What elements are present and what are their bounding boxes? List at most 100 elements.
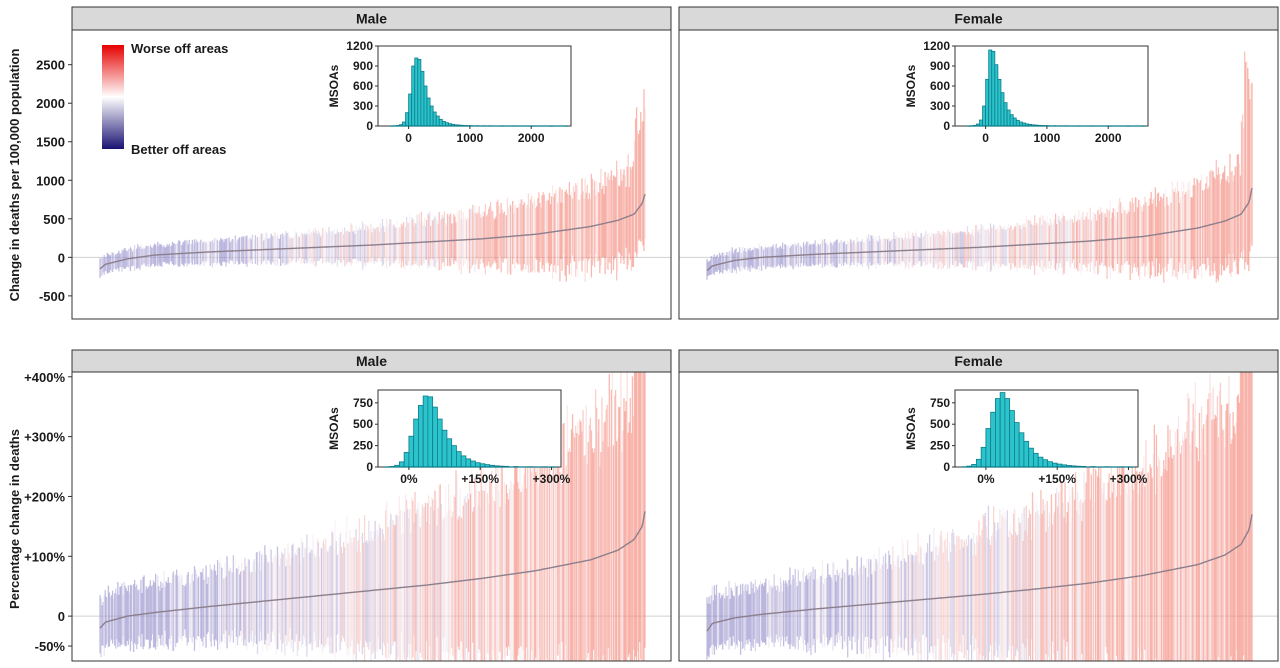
legend-colorbar bbox=[102, 45, 124, 149]
inset-y-tick-label: 0 bbox=[366, 460, 373, 474]
histogram-bar bbox=[451, 445, 457, 468]
facet-strip-label: Female bbox=[954, 11, 1002, 27]
inset-y-tick-label: 900 bbox=[353, 59, 373, 73]
histogram-bar bbox=[441, 429, 448, 468]
histogram-bar bbox=[985, 78, 990, 127]
histogram-bar bbox=[1004, 398, 1011, 468]
inset-x-tick-label: +150% bbox=[461, 472, 499, 486]
histogram-bar bbox=[1023, 440, 1030, 468]
histogram-bar bbox=[1006, 109, 1011, 127]
inset-x-tick-label: 2000 bbox=[518, 131, 545, 145]
histogram-bar bbox=[414, 57, 419, 127]
y-tick-label: 2500 bbox=[36, 58, 65, 73]
inset-y-tick-label: 900 bbox=[930, 59, 950, 73]
histogram-bar bbox=[417, 58, 422, 127]
estimate-line bbox=[99, 193, 646, 270]
inset-y-tick-label: 1200 bbox=[346, 39, 373, 53]
histogram-bar bbox=[403, 452, 410, 468]
panel-border bbox=[678, 29, 1279, 320]
histogram-bar bbox=[418, 404, 424, 468]
inset-y-tick-label: 0 bbox=[366, 119, 373, 133]
histogram-bar bbox=[405, 112, 410, 127]
histogram-bar bbox=[475, 462, 481, 468]
inset-y-tick-label: 750 bbox=[930, 396, 950, 410]
histogram-bar bbox=[423, 85, 428, 127]
inset-y-tick-label: 250 bbox=[930, 439, 950, 453]
histogram-bar bbox=[982, 105, 987, 127]
error-bars bbox=[706, 51, 1253, 283]
histogram-bar bbox=[446, 438, 453, 468]
inset-histogram-2: 0 250 500 750 0% +150% +300% MSOAs bbox=[327, 389, 571, 486]
histogram-bar bbox=[411, 65, 416, 127]
histogram-bar bbox=[465, 458, 472, 468]
inset-y-tick-label: 300 bbox=[353, 99, 373, 113]
y-tick-label: 500 bbox=[43, 212, 65, 227]
legend-label-better: Better off areas bbox=[131, 142, 226, 157]
y-axis-title: Percentage change in deaths bbox=[7, 429, 22, 609]
histogram-bar bbox=[985, 428, 992, 468]
histogram-bar bbox=[432, 111, 437, 127]
inset-y-axis-title: MSOAs bbox=[904, 64, 918, 107]
histogram-bar bbox=[1009, 114, 1014, 127]
error-bars bbox=[99, 372, 646, 661]
histogram-bar bbox=[460, 455, 467, 468]
error-bars bbox=[99, 89, 646, 283]
inset-x-tick-label: 2000 bbox=[1095, 131, 1122, 145]
inset-y-tick-label: 500 bbox=[353, 417, 373, 431]
y-axis-title: Change in deaths per 100,000 population bbox=[7, 49, 22, 302]
inset-y-tick-label: 750 bbox=[353, 396, 373, 410]
histogram-bar bbox=[991, 50, 996, 127]
histogram-bar bbox=[1000, 92, 1005, 127]
estimate-line bbox=[706, 514, 1253, 632]
inset-x-tick-label: +150% bbox=[1038, 472, 1076, 486]
histogram-bar bbox=[995, 398, 1001, 468]
inset-y-tick-label: 1200 bbox=[923, 39, 950, 53]
inset-x-tick-label: +300% bbox=[533, 472, 571, 486]
histogram-bar bbox=[1003, 102, 1008, 127]
histogram-bar bbox=[435, 115, 440, 127]
histogram-bar bbox=[426, 97, 431, 127]
panel-border bbox=[71, 29, 672, 320]
panel-2: Male -50% 0 +100% +200% +300% +400% bbox=[24, 349, 672, 662]
histogram-bar bbox=[1037, 456, 1044, 468]
histogram-bar bbox=[1015, 119, 1020, 127]
facet-strip-label: Male bbox=[356, 11, 387, 27]
inset-y-tick-label: 0 bbox=[943, 460, 950, 474]
histogram-bar bbox=[975, 458, 982, 468]
estimate-line bbox=[99, 511, 646, 629]
inset-y-tick-label: 600 bbox=[353, 79, 373, 93]
histogram-bar bbox=[988, 49, 993, 127]
histogram-bar bbox=[437, 418, 443, 468]
histogram-bar bbox=[432, 406, 438, 468]
histogram-bar bbox=[413, 418, 419, 468]
histogram-bar bbox=[420, 70, 425, 127]
legend-label-worse: Worse off areas bbox=[131, 41, 228, 56]
plot-background bbox=[72, 30, 671, 319]
histogram-bar bbox=[1012, 117, 1017, 127]
y-tick-label: 0 bbox=[58, 250, 65, 265]
inset-x-tick-label: 0 bbox=[982, 131, 989, 145]
histogram-bar bbox=[1014, 422, 1020, 468]
inset-x-tick-label: 1000 bbox=[1034, 131, 1061, 145]
y-tick-label: +400% bbox=[24, 370, 65, 385]
histogram-bars bbox=[961, 392, 1134, 468]
histogram-bar bbox=[1018, 432, 1025, 468]
histogram-bar bbox=[994, 64, 999, 127]
histogram-bar bbox=[470, 460, 476, 468]
inset-y-tick-label: 250 bbox=[353, 439, 373, 453]
inset-histogram-3: 0 250 500 750 0% +150% +300% MSOAs bbox=[904, 389, 1148, 486]
legend: Worse off areas Better off areas bbox=[102, 41, 228, 157]
histogram-bar bbox=[1009, 410, 1015, 468]
y-tick-label: 1500 bbox=[36, 135, 65, 150]
histogram-bar bbox=[456, 451, 462, 468]
histogram-bar bbox=[422, 395, 429, 468]
inset-y-axis-title: MSOAs bbox=[327, 64, 341, 107]
histogram-bar bbox=[427, 396, 434, 468]
y-tick-label: +200% bbox=[24, 489, 65, 504]
y-tick-label: -500 bbox=[39, 289, 65, 304]
inset-y-tick-label: 300 bbox=[930, 99, 950, 113]
histogram-bar bbox=[997, 78, 1002, 127]
facet-strip-label: Male bbox=[356, 353, 387, 369]
panel-0: Male -500 0 500 1000 1500 2000 2500 bbox=[36, 6, 672, 320]
inset-x-tick-label: 0% bbox=[400, 472, 418, 486]
